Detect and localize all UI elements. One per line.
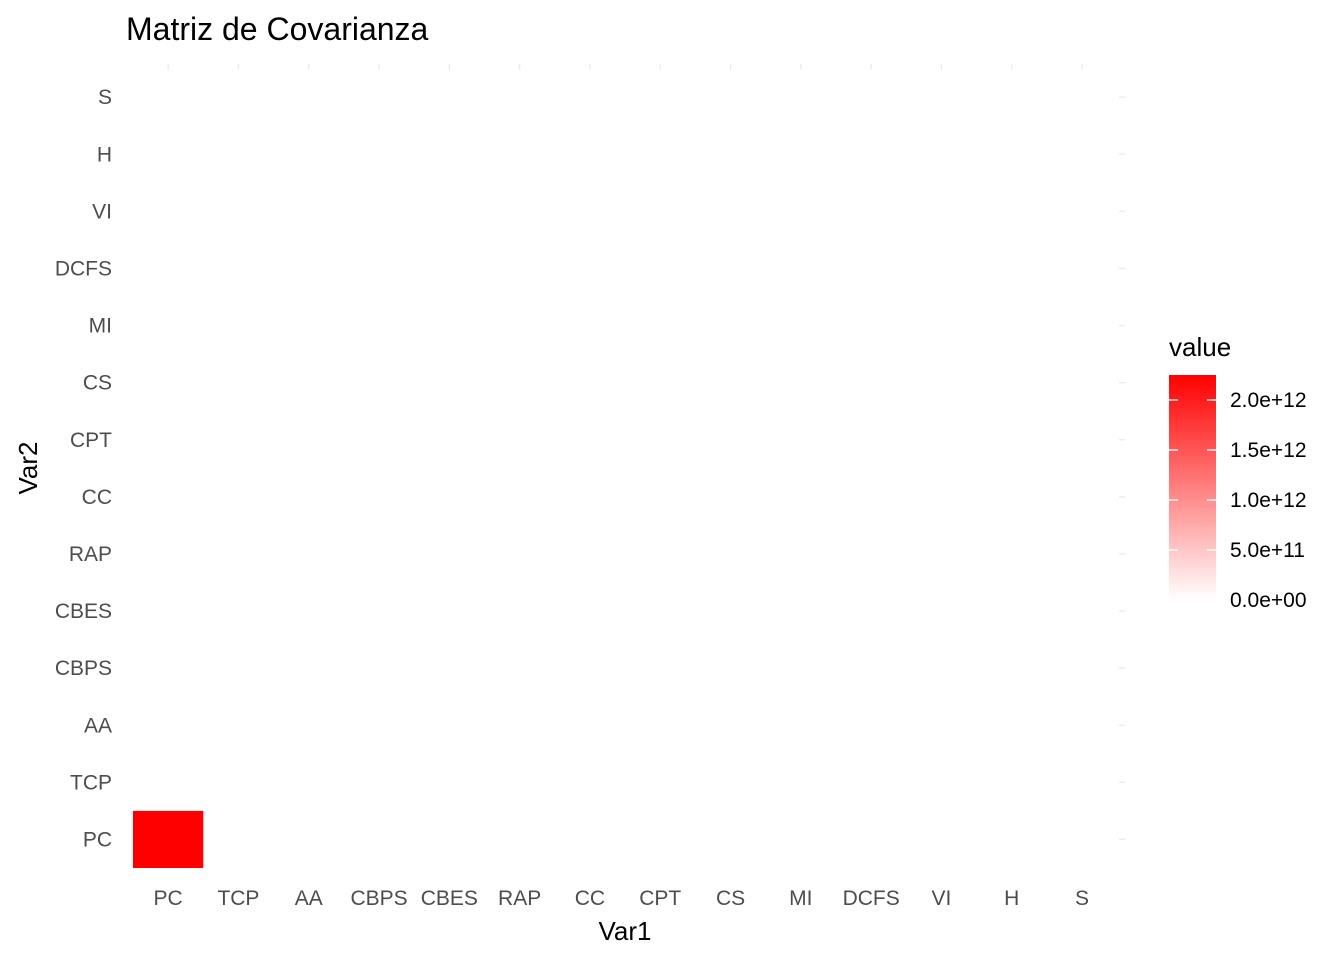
y-axis-tick-labels: PC TCP AA CBPS CBES RAP CC CPT CS MI DCFS VI H S (55, 86, 112, 851)
chart-title: Matriz de Covarianza (126, 11, 429, 47)
x-tick-label: DCFS (843, 887, 900, 910)
legend-tick-label: 5.0e+11 (1230, 539, 1305, 562)
x-tick-label: MI (789, 887, 812, 910)
x-axis-tick-labels: PC TCP AA CBPS CBES RAP CC CPT CS MI DCFS VI H S (154, 887, 1090, 910)
x-tick-label: TCP (217, 887, 259, 910)
grid-ticks (167, 64, 1125, 841)
y-tick-label: CS (83, 372, 112, 395)
y-tick-label: PC (83, 828, 112, 851)
x-axis-title: Var1 (599, 916, 652, 946)
legend-tick-label: 1.5e+12 (1230, 439, 1307, 462)
y-tick-label: RAP (69, 543, 112, 566)
y-axis-title: Var2 (13, 442, 43, 495)
legend-tick-label: 2.0e+12 (1230, 389, 1307, 412)
y-tick-label: CPT (70, 429, 112, 452)
color-legend: value 0.0e+00 5.0e+11 1.0e+12 1.5e+12 2.0e+1… (1169, 332, 1307, 612)
legend-tick-label: 0.0e+00 (1230, 589, 1307, 612)
x-tick-label: AA (295, 887, 323, 910)
y-tick-label: H (97, 143, 112, 166)
y-tick-label: CBPS (55, 657, 112, 680)
y-tick-label: AA (84, 714, 112, 737)
x-tick-label: CBES (421, 887, 478, 910)
heatmap-cell-pc-pc (133, 810, 204, 868)
x-tick-label: PC (154, 887, 183, 910)
x-tick-label: H (1004, 887, 1019, 910)
y-tick-label: S (98, 86, 112, 109)
x-tick-label: RAP (498, 887, 541, 910)
y-tick-label: CBES (55, 600, 112, 623)
y-tick-label: MI (89, 315, 112, 338)
y-tick-label: VI (92, 200, 112, 223)
legend-title: value (1169, 332, 1231, 362)
y-tick-label: TCP (70, 771, 112, 794)
x-tick-label: CPT (639, 887, 681, 910)
heatmap-cells (133, 810, 204, 868)
legend-colorbar (1169, 375, 1216, 600)
legend-tick-label: 1.0e+12 (1230, 489, 1307, 512)
x-tick-label: VI (932, 887, 952, 910)
x-tick-label: CBPS (350, 887, 407, 910)
x-tick-label: S (1075, 887, 1089, 910)
y-tick-label: DCFS (55, 257, 112, 280)
y-tick-label: CC (82, 486, 112, 509)
x-tick-label: CC (575, 887, 605, 910)
x-tick-label: CS (716, 887, 745, 910)
